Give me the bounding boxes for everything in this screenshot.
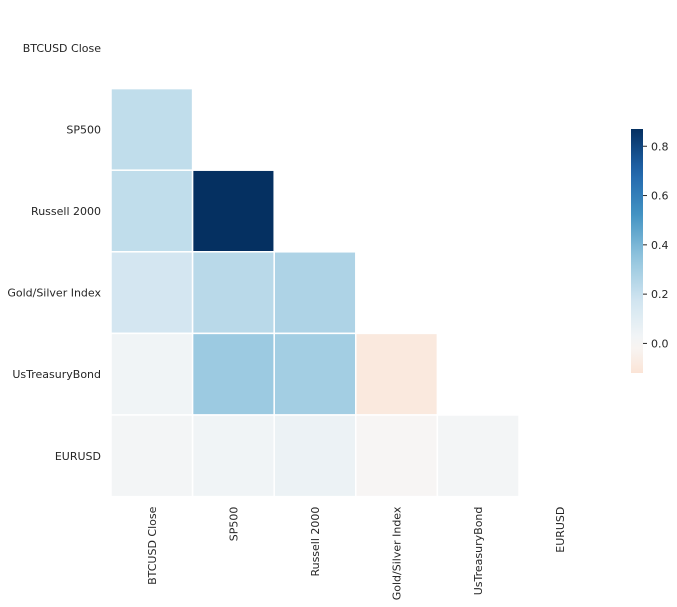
heatmap-cell xyxy=(110,251,194,335)
x-tick-label: SP500 xyxy=(227,507,240,542)
colorbar: 0.0 0.2 0.4 0.6 0.8 xyxy=(631,129,669,373)
heatmap-cell xyxy=(355,414,439,498)
heatmap-cell xyxy=(110,414,194,498)
y-tick-label: Russell 2000 xyxy=(31,205,101,218)
heatmap-cell xyxy=(110,87,194,171)
y-tick-label: BTCUSD Close xyxy=(23,42,102,55)
heatmap-cell xyxy=(355,332,439,416)
heatmap-cell xyxy=(191,251,275,335)
colorbar-tick-label: 0.6 xyxy=(651,190,669,203)
heatmap-cells xyxy=(110,87,520,498)
heatmap-cell xyxy=(191,169,275,253)
colorbar-tick-label: 0.2 xyxy=(651,288,669,301)
colorbar-tick-label: 0.4 xyxy=(651,239,669,252)
x-tick-label: BTCUSD Close xyxy=(146,506,159,584)
heatmap-cell xyxy=(191,414,275,498)
heatmap-cell xyxy=(273,414,357,498)
x-tick-label: EURUSD xyxy=(554,507,567,553)
heatmap-cell xyxy=(273,332,357,416)
y-tick-labels: BTCUSD Close SP500 Russell 2000 Gold/Silver… xyxy=(7,42,101,463)
colorbar-tick-label: 0.0 xyxy=(651,337,669,350)
heatmap-cell xyxy=(436,414,520,498)
colorbar-tick-label: 0.8 xyxy=(651,140,669,153)
x-tick-label: Russell 2000 xyxy=(309,507,322,577)
y-tick-label: UsTreasuryBond xyxy=(12,368,101,381)
colorbar-gradient xyxy=(631,129,643,373)
y-tick-label: SP500 xyxy=(66,123,101,136)
heatmap-cell xyxy=(110,332,194,416)
y-tick-label: EURUSD xyxy=(55,450,101,463)
x-tick-labels: BTCUSD Close SP500 Russell 2000 Gold/Silver… xyxy=(146,506,567,600)
x-tick-label: UsTreasuryBond xyxy=(472,507,485,596)
y-tick-label: Gold/Silver Index xyxy=(7,287,101,300)
heatmap-cell xyxy=(273,251,357,335)
heatmap-cell xyxy=(191,332,275,416)
heatmap-cell xyxy=(110,169,194,253)
colorbar-ticks: 0.0 0.2 0.4 0.6 0.8 xyxy=(643,140,669,350)
x-tick-label: Gold/Silver Index xyxy=(391,506,404,600)
